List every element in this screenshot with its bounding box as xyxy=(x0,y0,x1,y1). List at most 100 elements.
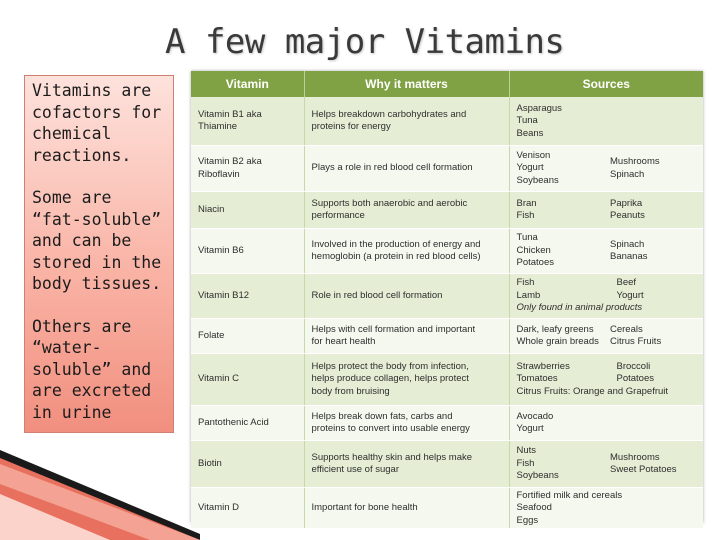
sources-cell-line: Fish xyxy=(516,210,535,221)
source-item: Potatoes xyxy=(616,373,655,385)
sources-cell-line: Seafood xyxy=(516,502,552,513)
vitamin-name-cell: Folate xyxy=(191,318,305,354)
table-row: Pantothenic Acid Helps break down fats, c… xyxy=(191,405,704,441)
vitamin-name-cell-line: Pantothenic Acid xyxy=(198,416,269,428)
sources-cell: Tuna Chicken Potatoes xyxy=(509,228,606,274)
source-item: Broccoli xyxy=(616,360,651,372)
why-it-matters-cell: Plays a role in red blood cell formation xyxy=(304,145,510,192)
sources-cell: Strawberries Tomatoes Broccoli Potatoes Citr… xyxy=(509,353,704,406)
sources-cell-line: Potatoes xyxy=(516,257,555,269)
vitamin-table-container: Vitamin Why it matters Sources Vitamin B… xyxy=(191,71,704,529)
why-it-matters-cell-line: Helps protect the body from infection, xyxy=(311,360,469,372)
sources-cell-line: Soybeans xyxy=(516,470,559,482)
source-item: Yogurt xyxy=(616,289,644,301)
vitamin-name-cell: Niacin xyxy=(191,191,305,229)
why-it-matters-cell: Supports healthy skin and helps make effi… xyxy=(304,440,510,488)
why-it-matters-cell-line: helps produce collagen, helps protect xyxy=(311,373,469,385)
vitamin-name-cell: Vitamin B2 aka Riboflavin xyxy=(191,145,305,192)
why-it-matters-cell: Helps with cell formation and important f… xyxy=(304,318,510,354)
table-row: Biotin Supports healthy skin and helps ma… xyxy=(191,440,704,488)
sources-cell-secondary: Spinach Bananas xyxy=(606,228,704,274)
vitamin-name-cell: Vitamin C xyxy=(191,353,305,406)
sources-cell-line: Dark, leafy greens xyxy=(516,323,594,335)
sources-cell-secondary xyxy=(606,97,704,146)
why-it-matters-cell-line: body from bruising xyxy=(311,385,390,397)
source-item: Beef xyxy=(616,277,637,289)
vitamin-name-cell-line: Thiamine xyxy=(198,121,238,133)
why-it-matters-cell-line: proteins to convert into usable energy xyxy=(311,423,470,434)
why-it-matters-cell-line: Helps breakdown carbohydrates and xyxy=(311,108,467,120)
sources-cell-line: Yogurt xyxy=(516,423,544,434)
table-row: Vitamin B6 Involved in the production of … xyxy=(191,228,704,274)
why-it-matters-cell: Supports both anaerobic and aerobic perfo… xyxy=(304,191,510,229)
table-row: Vitamin B12 Role in red blood cell format… xyxy=(191,273,704,319)
side-text-box: Vitamins are cofactors for chemical reac… xyxy=(24,75,174,433)
sources-cell-line: Beans xyxy=(516,127,544,139)
sources-cell-secondary-line: Citrus Fruits xyxy=(610,336,662,347)
why-it-matters-cell-line: hemoglobin (a protein in red blood cells… xyxy=(311,251,481,262)
table-row: Folate Helps with cell formation and impo… xyxy=(191,318,704,354)
sources-cell-secondary-line: Mushrooms xyxy=(610,156,660,167)
sources-cell-line: Whole grain breads xyxy=(516,336,599,347)
sources-cell-line: Bran xyxy=(516,197,537,209)
vitamin-name-cell-line: Vitamin B12 xyxy=(198,289,250,301)
vitamin-name-cell-line: Niacin xyxy=(198,203,225,215)
sources-cell-line: Fortified milk and cereals xyxy=(516,489,623,501)
why-it-matters-cell-line: Plays a role in red blood cell formation xyxy=(311,162,473,174)
sources-cell: Bran Fish xyxy=(509,191,606,229)
why-it-matters-cell-line: efficient use of sugar xyxy=(311,464,400,475)
source-item: Strawberries xyxy=(516,360,570,372)
why-it-matters-cell-line: Involved in the production of energy and xyxy=(311,238,481,250)
table-row: Vitamin B2 aka Riboflavin Plays a role in … xyxy=(191,145,704,192)
why-it-matters-cell: Helps protect the body from infection, he… xyxy=(304,353,510,406)
sources-cell: Venison Yogurt Soybeans xyxy=(509,145,606,192)
sources-cell-secondary: Cereals Citrus Fruits xyxy=(606,318,704,354)
vitamin-name-cell-line: Riboflavin xyxy=(198,168,240,180)
side-paragraph: Vitamins are cofactors for chemical reac… xyxy=(32,81,162,165)
sources-cell-line: Venison xyxy=(516,149,551,161)
slide-title: A few major Vitamins xyxy=(165,22,565,62)
sources-cell-line: Avocado xyxy=(516,410,554,422)
sources-cell-secondary: Mushrooms Spinach xyxy=(606,145,704,192)
why-it-matters-cell: Helps break down fats, carbs and proteins… xyxy=(304,405,510,441)
sources-cell-line: Nuts xyxy=(516,445,537,457)
why-it-matters-cell-line: Helps break down fats, carbs and xyxy=(311,410,453,422)
why-it-matters-cell: Important for bone health xyxy=(304,487,510,529)
header-why: Why it matters xyxy=(304,71,510,97)
sources-cell: Avocado Yogurt xyxy=(509,405,606,441)
vitamin-name-cell-line: Folate xyxy=(198,329,225,341)
sources-cell-line: Fish xyxy=(516,457,535,469)
sources-cell-secondary-line: Mushrooms xyxy=(610,451,660,463)
why-it-matters-cell-line: Role in red blood cell formation xyxy=(311,289,443,301)
vitamin-name-cell: Vitamin B1 aka Thiamine xyxy=(191,97,305,146)
sources-cell-secondary-line: Cereals xyxy=(610,323,643,335)
sources-cell-line: Yogurt xyxy=(516,162,544,174)
vitamin-name-cell: Vitamin B6 xyxy=(191,228,305,274)
sources-cell: Fish Lamb Beef Yogurt Only found in animal p… xyxy=(509,273,704,319)
sources-cell-line: Chicken xyxy=(516,244,551,256)
vitamin-name-cell: Biotin xyxy=(191,440,305,488)
side-paragraph: Some are “fat-soluble” and can be stored… xyxy=(32,188,162,293)
table-row: Vitamin B1 aka Thiamine Helps breakdown ca… xyxy=(191,97,704,146)
sources-cell-secondary: Mushrooms Sweet Potatoes xyxy=(606,440,704,488)
sources-cell-line: Asparagus xyxy=(516,102,562,114)
source-item: Tomatoes xyxy=(516,373,558,385)
sources-cell: Nuts Fish Soybeans xyxy=(509,440,606,488)
sources-cell-secondary-line: Spinach xyxy=(610,238,645,250)
vitamin-name-cell-line: Vitamin B2 aka xyxy=(198,156,262,167)
vitamin-name-cell: Vitamin B12 xyxy=(191,273,305,319)
sources-cell-line: Soybeans xyxy=(516,174,559,186)
sources-cell-secondary xyxy=(606,405,704,441)
sources-cell-line: Tuna xyxy=(516,115,538,126)
why-it-matters-cell-line: Helps with cell formation and important xyxy=(311,323,476,335)
side-paragraph: Others are “water-soluble” and are excre… xyxy=(32,316,152,422)
sources-cell: Fortified milk and cereals Seafood Eggs xyxy=(509,487,704,529)
source-item: Lamb xyxy=(516,289,541,301)
sources-cell-secondary-line: Sweet Potatoes xyxy=(610,464,677,475)
sources-cell-secondary-line: Peanuts xyxy=(610,210,645,221)
sources-cell-secondary-line: Bananas xyxy=(610,251,648,262)
source-item: Fish xyxy=(516,277,535,289)
why-it-matters-cell-line: proteins for energy xyxy=(311,121,391,133)
vitamin-name-cell-line: Vitamin C xyxy=(198,373,240,385)
sources-cell-secondary: Paprika Peanuts xyxy=(606,191,704,229)
